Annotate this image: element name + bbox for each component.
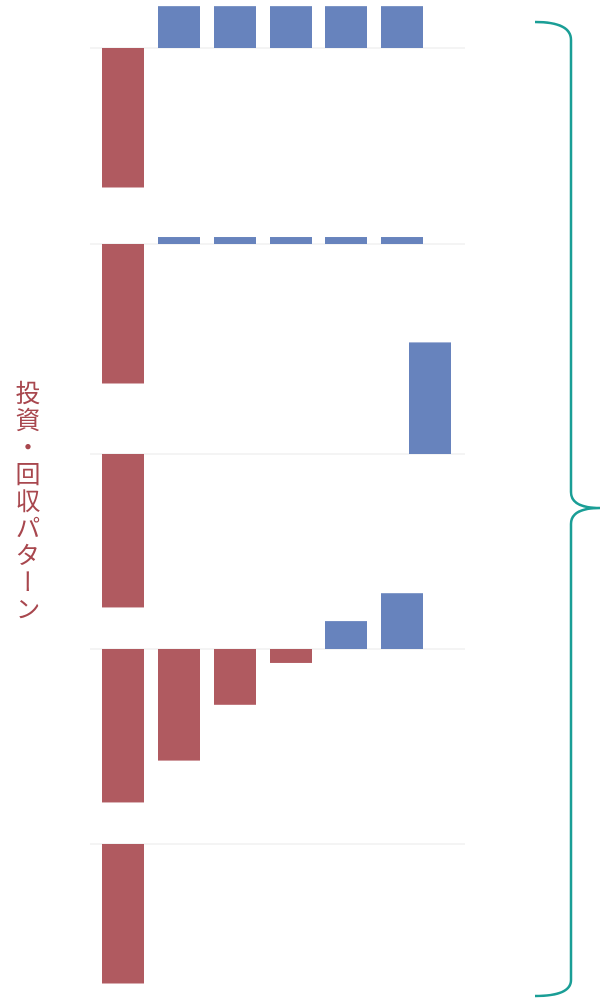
positive-bar — [381, 237, 423, 244]
negative-bar — [102, 48, 144, 188]
negative-bar — [158, 649, 200, 761]
negative-bar — [214, 649, 256, 705]
y-axis-label: 投資・回収パターン — [12, 380, 41, 623]
negative-bar — [102, 244, 144, 384]
positive-bar — [325, 621, 367, 649]
chart-panels — [90, 6, 465, 984]
positive-bar — [270, 6, 312, 48]
panel-1 — [90, 6, 465, 188]
negative-bar — [102, 649, 144, 803]
brace-bracket — [534, 20, 601, 998]
positive-bar — [381, 593, 423, 649]
negative-bar — [270, 649, 312, 663]
negative-bar — [102, 844, 144, 984]
positive-bar — [381, 6, 423, 48]
positive-bar — [214, 6, 256, 48]
positive-bar — [158, 6, 200, 48]
negative-bar — [102, 454, 144, 608]
positive-bar — [325, 6, 367, 48]
positive-bar — [270, 237, 312, 244]
panel-5 — [90, 843, 465, 984]
positive-bar — [158, 237, 200, 244]
positive-bar — [214, 237, 256, 244]
positive-bar — [409, 342, 451, 454]
panel-4 — [90, 593, 465, 803]
panel-2 — [90, 237, 465, 384]
panel-3 — [90, 342, 465, 608]
positive-bar — [325, 237, 367, 244]
